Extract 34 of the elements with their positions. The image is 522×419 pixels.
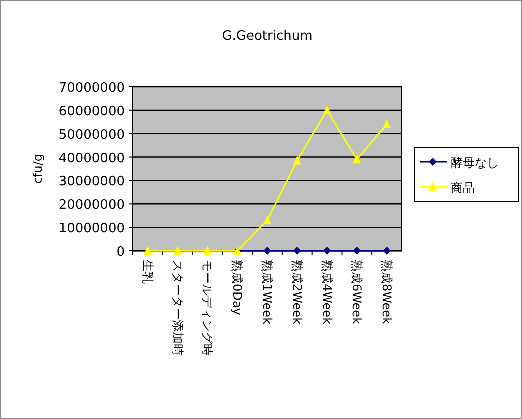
y-tick-label: 50000000 (58, 128, 125, 143)
chart-title: G.Geotrichum (222, 29, 313, 44)
point (264, 247, 272, 255)
point (353, 154, 362, 164)
point (383, 247, 392, 255)
y-axis-title: cfu/g (31, 154, 45, 184)
point (204, 246, 212, 255)
y-tick-label: 10000000 (58, 222, 125, 237)
legend-label: 商品 (451, 181, 475, 195)
point (323, 247, 332, 255)
y-tick-label: 70000000 (58, 81, 125, 96)
point (323, 105, 332, 114)
x-tick-label: 熟成0Day (230, 260, 245, 316)
x-tick-label: 生乳 (140, 260, 155, 284)
x-tick-label: 熟成2Week (290, 260, 304, 325)
point (383, 119, 392, 128)
legend-label: 酵母なし (451, 156, 499, 170)
x-tick-label: モールディング時 (200, 260, 215, 356)
y-tick-label: 40000000 (58, 151, 125, 166)
x-tick-label: 熟成6Week (350, 260, 364, 325)
point (293, 247, 302, 255)
point (353, 247, 362, 255)
point (264, 216, 272, 225)
y-tick-label: 30000000 (58, 174, 125, 190)
x-tick-label: 熟成8Week (380, 260, 394, 325)
x-tick-label: スターター添加時 (170, 260, 185, 356)
x-tick-label: 熟成4Week (320, 260, 334, 325)
x-tick-label: 熟成1Week (260, 260, 274, 325)
point (293, 156, 302, 165)
y-tick-label: 20000000 (58, 198, 125, 214)
point (144, 246, 152, 255)
y-tick-label: 60000000 (58, 104, 125, 120)
point (174, 246, 182, 255)
y-tick-label: 0 (116, 245, 125, 260)
